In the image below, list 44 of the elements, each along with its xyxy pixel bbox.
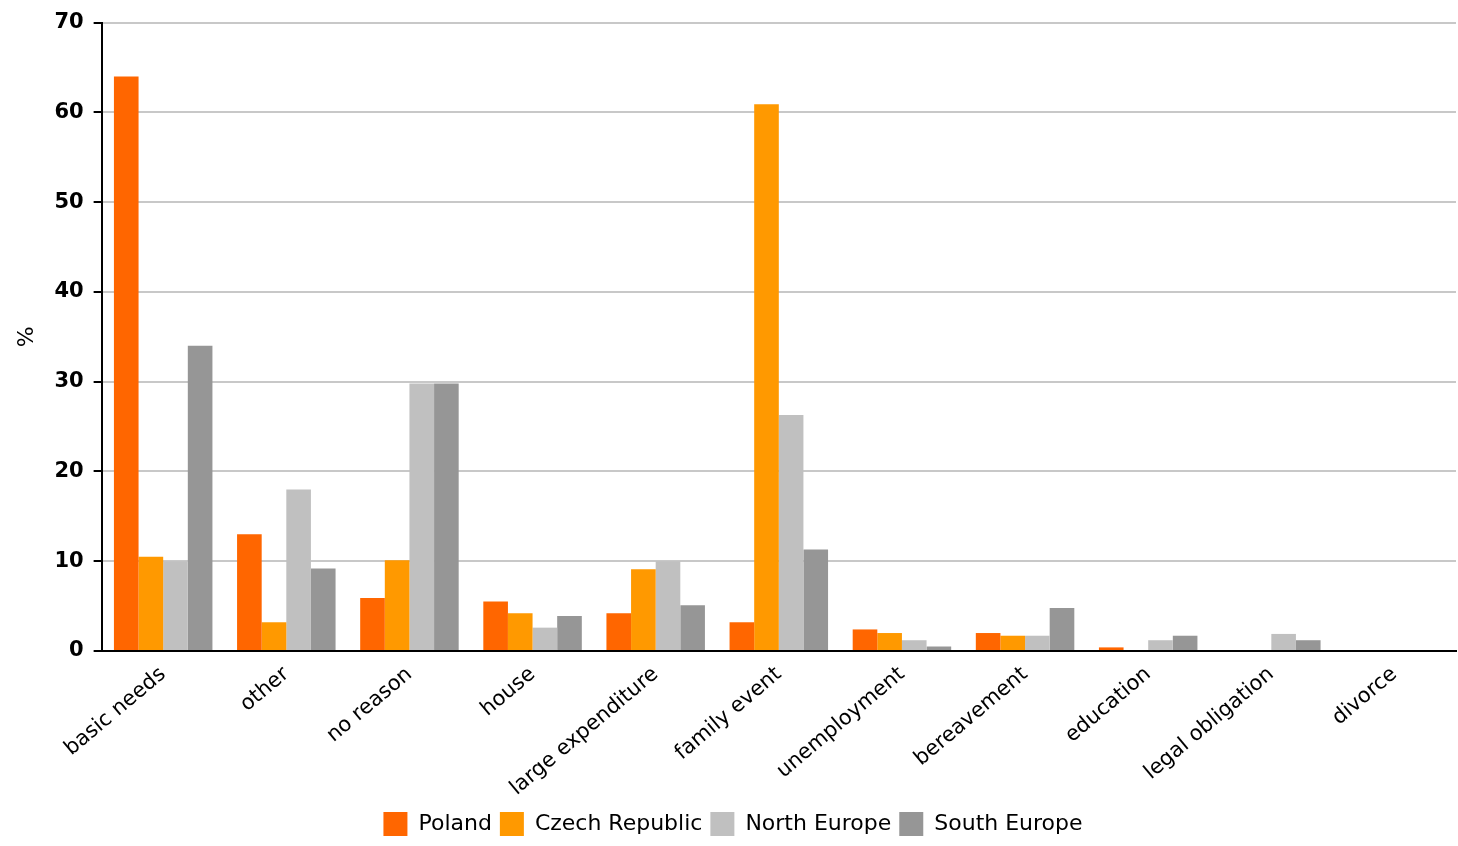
- bar: [1098, 647, 1124, 650]
- bar: [877, 633, 902, 650]
- bar: [360, 598, 385, 650]
- bar: [803, 549, 829, 650]
- y-tick-label: 30: [54, 368, 84, 393]
- bar: [261, 622, 287, 650]
- bar: [901, 640, 927, 650]
- bar: [1172, 635, 1198, 650]
- bar: [1000, 635, 1026, 650]
- bar: [1295, 640, 1321, 650]
- bar: [606, 613, 632, 650]
- bar: [1025, 635, 1050, 650]
- y-axis-title: %: [12, 326, 38, 348]
- bar: [852, 629, 878, 650]
- y-tick-label: 60: [54, 98, 84, 123]
- bar: [680, 605, 705, 650]
- bar: [113, 76, 139, 650]
- bar: [532, 627, 558, 650]
- y-tick-label: 20: [54, 457, 84, 482]
- legend-label: Poland: [418, 809, 492, 835]
- bar: [557, 615, 582, 650]
- legend-label: South Europe: [934, 809, 1083, 835]
- bar: [434, 383, 459, 650]
- bar: [483, 601, 508, 650]
- bar: [631, 569, 656, 650]
- bar: [187, 345, 213, 650]
- legend-label: Czech Republic: [534, 809, 703, 835]
- bar: [1049, 607, 1075, 650]
- bar: [507, 613, 533, 650]
- bar: [754, 104, 779, 650]
- y-tick-label: 10: [54, 547, 84, 572]
- y-tick-label: 70: [54, 9, 84, 34]
- bar: [310, 568, 336, 650]
- bar: [138, 556, 164, 650]
- legend-label: North Europe: [745, 809, 892, 835]
- bar: [729, 622, 755, 650]
- bar: [384, 560, 410, 650]
- y-tick-label: 50: [54, 188, 84, 213]
- y-tick-label: 0: [69, 637, 84, 662]
- y-tick-label: 40: [54, 278, 84, 303]
- bar: [1271, 633, 1296, 650]
- bar: [1148, 640, 1173, 650]
- bar: [975, 633, 1001, 650]
- bar: [237, 534, 262, 650]
